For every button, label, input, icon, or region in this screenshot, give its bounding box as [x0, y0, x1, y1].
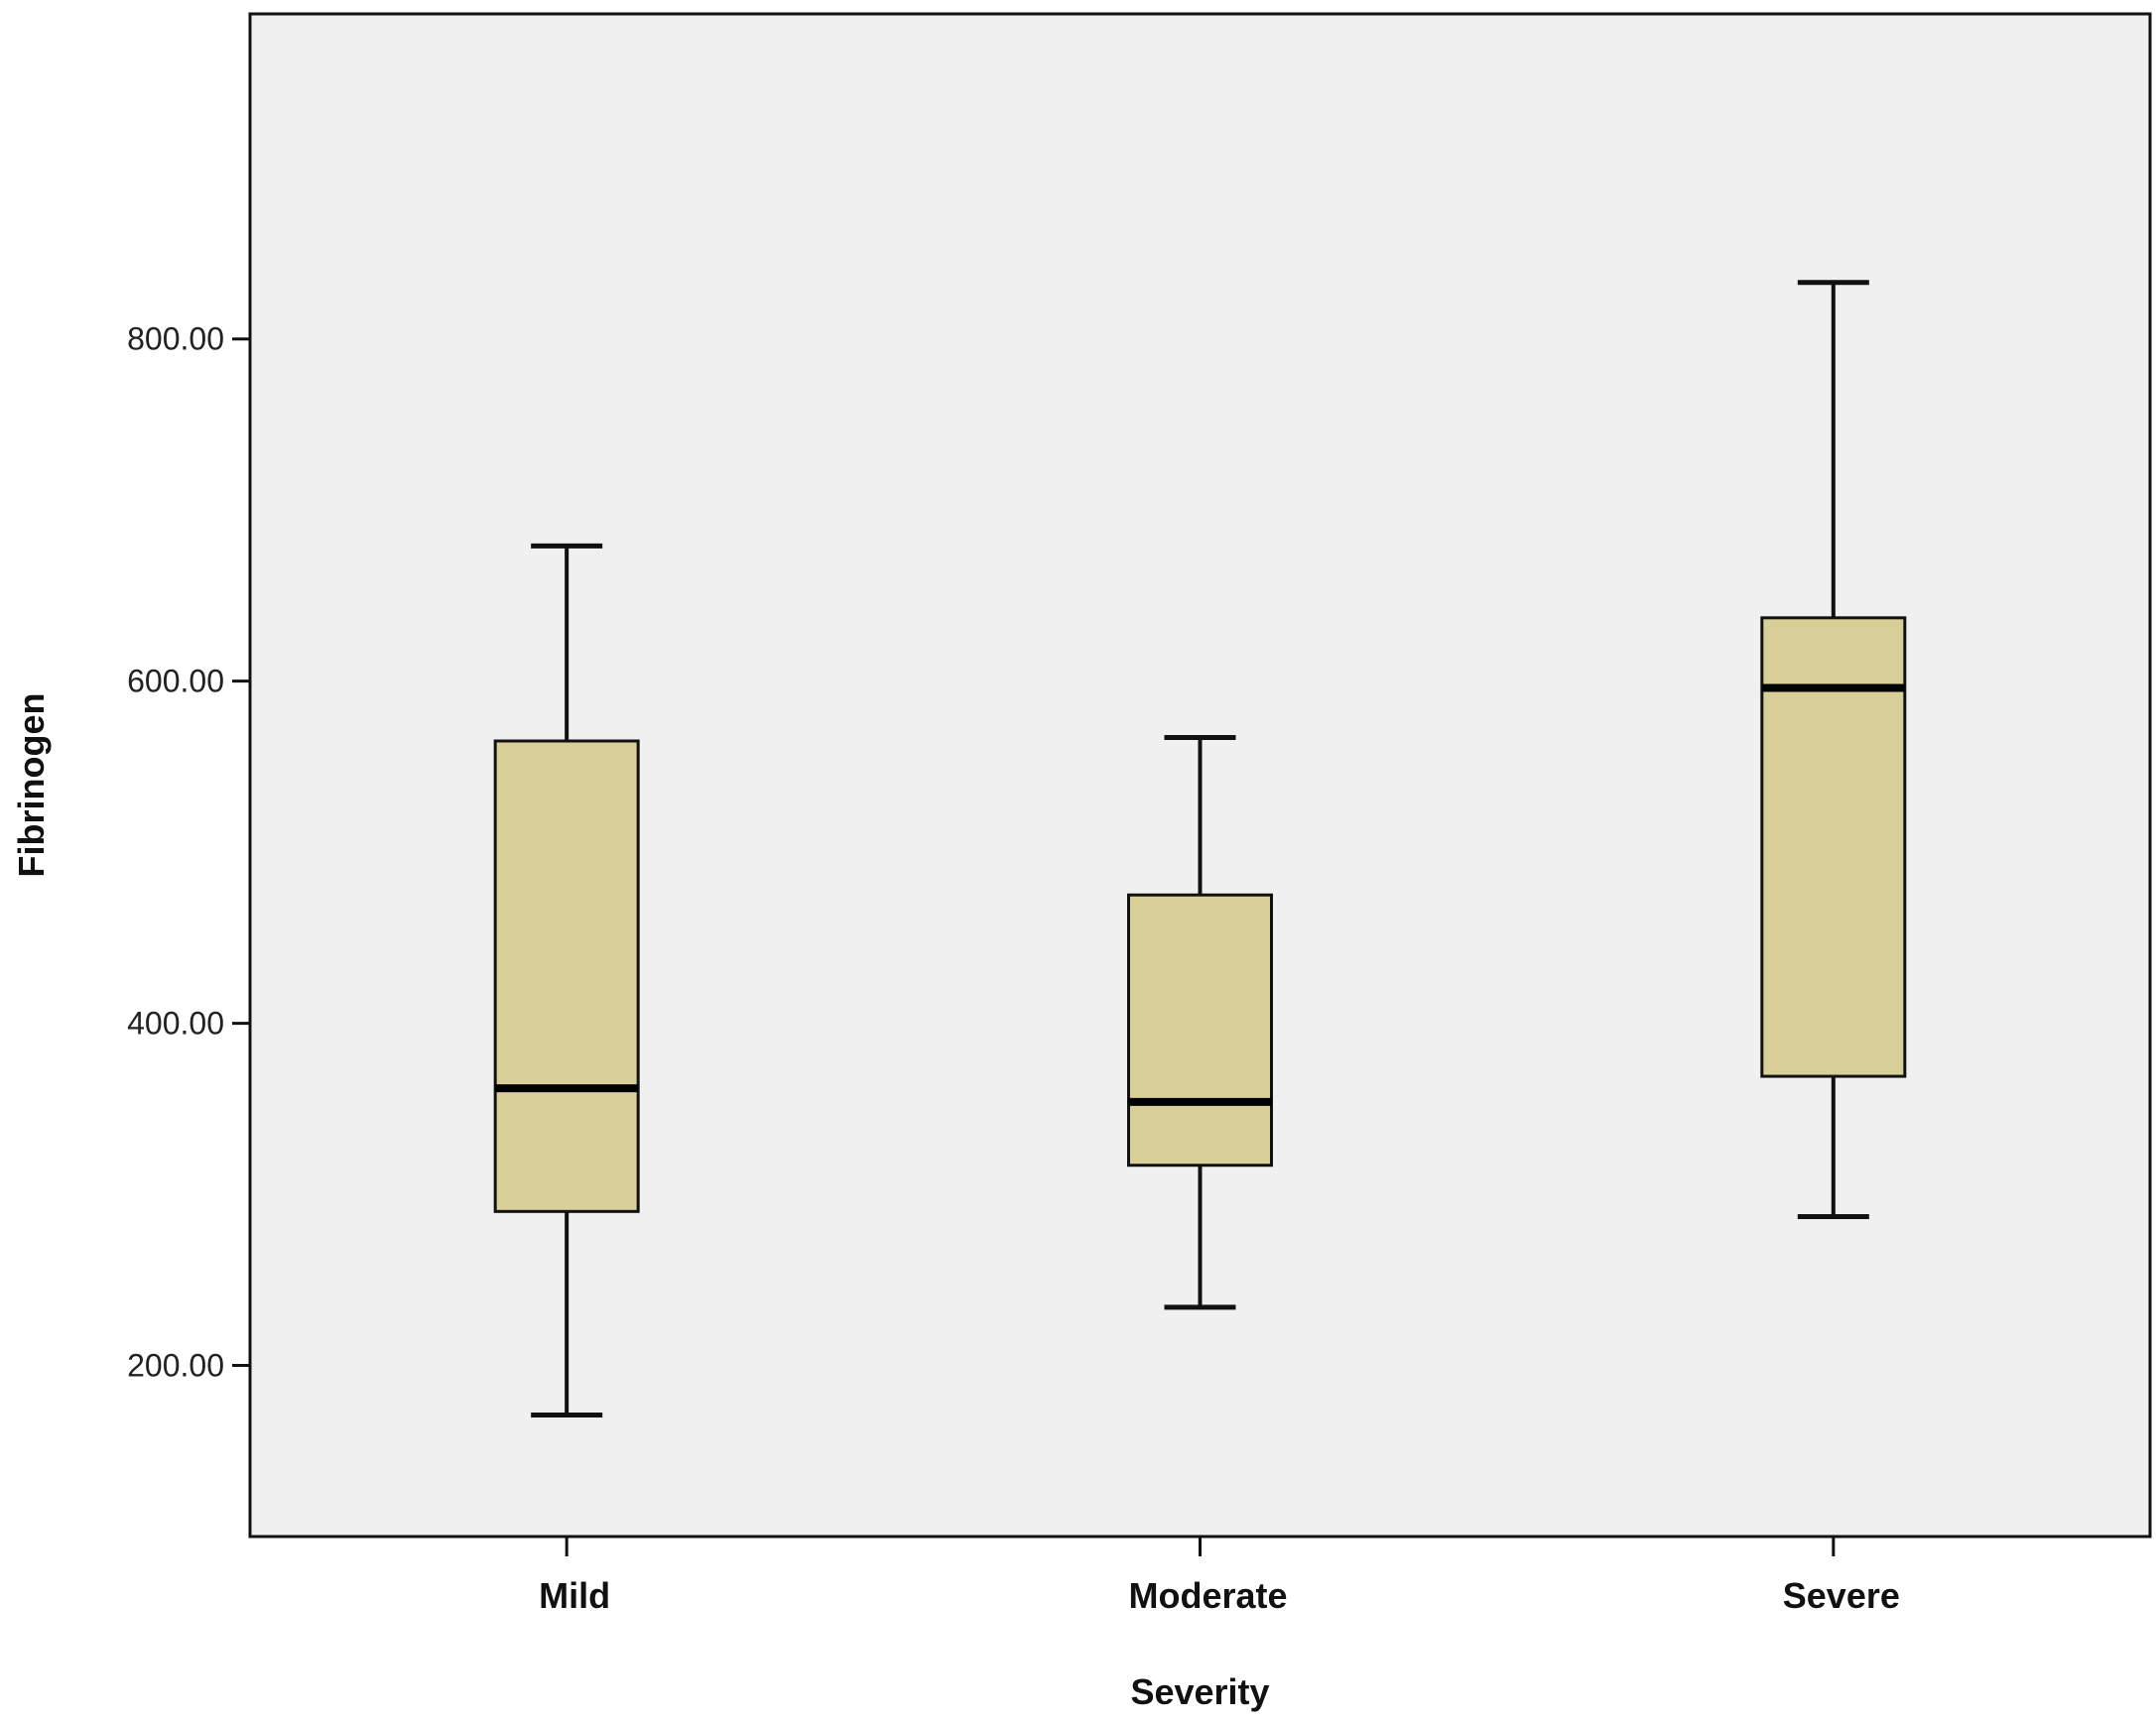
iqr-box	[493, 739, 640, 1213]
box-severe	[1760, 280, 1907, 1219]
y-tick-label: 800.00	[127, 321, 224, 357]
axes-layer: 200.00 400.00 600.00 800.00 Mild Moderate Seve…	[127, 321, 1900, 1616]
iqr-box	[1127, 893, 1273, 1168]
x-tick-label-mild: Mild	[539, 1575, 610, 1616]
x-tick-label-severe: Severe	[1783, 1575, 1900, 1616]
y-tick-label: 400.00	[127, 1006, 224, 1042]
x-tick-label-moderate: Moderate	[1128, 1575, 1287, 1616]
box-moderate	[1127, 735, 1273, 1310]
y-tick-label: 600.00	[127, 664, 224, 699]
y-axis-title: Fibrinogen	[11, 693, 52, 878]
y-tick-label: 200.00	[127, 1348, 224, 1384]
boxes-layer	[493, 280, 1907, 1418]
x-axis-title: Severity	[1130, 1671, 1269, 1712]
box-mild	[493, 543, 640, 1418]
iqr-box	[1760, 616, 1907, 1078]
